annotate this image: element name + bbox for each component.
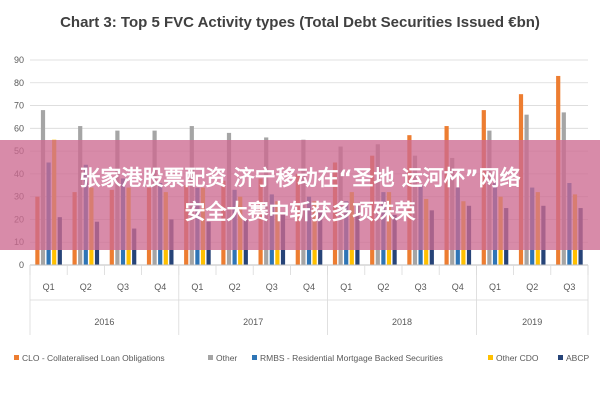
x-tick-label: Q4: [303, 282, 315, 292]
y-tick-label: 60: [14, 123, 24, 133]
x-tick-label: Q1: [489, 282, 501, 292]
y-tick-label: 90: [14, 55, 24, 65]
legend-item: Other: [208, 353, 237, 363]
legend-swatch: [252, 355, 257, 360]
x-tick-label: Q2: [377, 282, 389, 292]
y-tick-label: 80: [14, 78, 24, 88]
legend-item: CLO - Collateralised Loan Obligations: [14, 353, 165, 363]
legend-swatch: [488, 355, 493, 360]
x-tick-label: Q3: [117, 282, 129, 292]
legend-label: Other CDO: [496, 353, 539, 363]
banner-line-1: 张家港股票配资 济宁移动在“圣地 运河杯”网络: [79, 166, 521, 190]
banner-line-2: 安全大赛中斩获多项殊荣: [184, 200, 416, 224]
legend-label: RMBS - Residential Mortgage Backed Secur…: [260, 353, 443, 363]
x-tick-label: Q3: [415, 282, 427, 292]
y-tick-label: 0: [19, 260, 24, 270]
legend-label: CLO - Collateralised Loan Obligations: [22, 353, 165, 363]
legend-swatch: [558, 355, 563, 360]
x-tick-label: Q4: [154, 282, 166, 292]
legend: CLO - Collateralised Loan Obligations Oth…: [14, 353, 589, 363]
x-tick-label: Q3: [563, 282, 575, 292]
overlay-banner[interactable]: 张家港股票配资 济宁移动在“圣地 运河杯”网络 安全大赛中斩获多项殊荣: [0, 140, 600, 250]
x-year-label: 2019: [522, 317, 542, 327]
legend-item: ABCP: [558, 353, 589, 363]
x-tick-label: Q1: [43, 282, 55, 292]
chart-title: Chart 3: Top 5 FVC Activity types (Total…: [60, 14, 540, 31]
legend-swatch: [208, 355, 213, 360]
x-tick-label: Q3: [266, 282, 278, 292]
x-year-label: 2016: [94, 317, 114, 327]
x-year-label: 2018: [392, 317, 412, 327]
legend-label: Other: [216, 353, 237, 363]
x-tick-label: Q2: [80, 282, 92, 292]
x-tick-label: Q2: [526, 282, 538, 292]
x-tick-label: Q4: [452, 282, 464, 292]
legend-item: Other CDO: [488, 353, 539, 363]
x-tick-label: Q2: [229, 282, 241, 292]
y-tick-label: 70: [14, 101, 24, 111]
x-year-label: 2017: [243, 317, 263, 327]
legend-swatch: [14, 355, 19, 360]
banner-text: 张家港股票配资 济宁移动在“圣地 运河杯”网络 安全大赛中斩获多项殊荣: [20, 161, 580, 229]
legend-item: RMBS - Residential Mortgage Backed Secur…: [252, 353, 443, 363]
x-tick-label: Q1: [191, 282, 203, 292]
x-tick-label: Q1: [340, 282, 352, 292]
legend-label: ABCP: [566, 353, 589, 363]
